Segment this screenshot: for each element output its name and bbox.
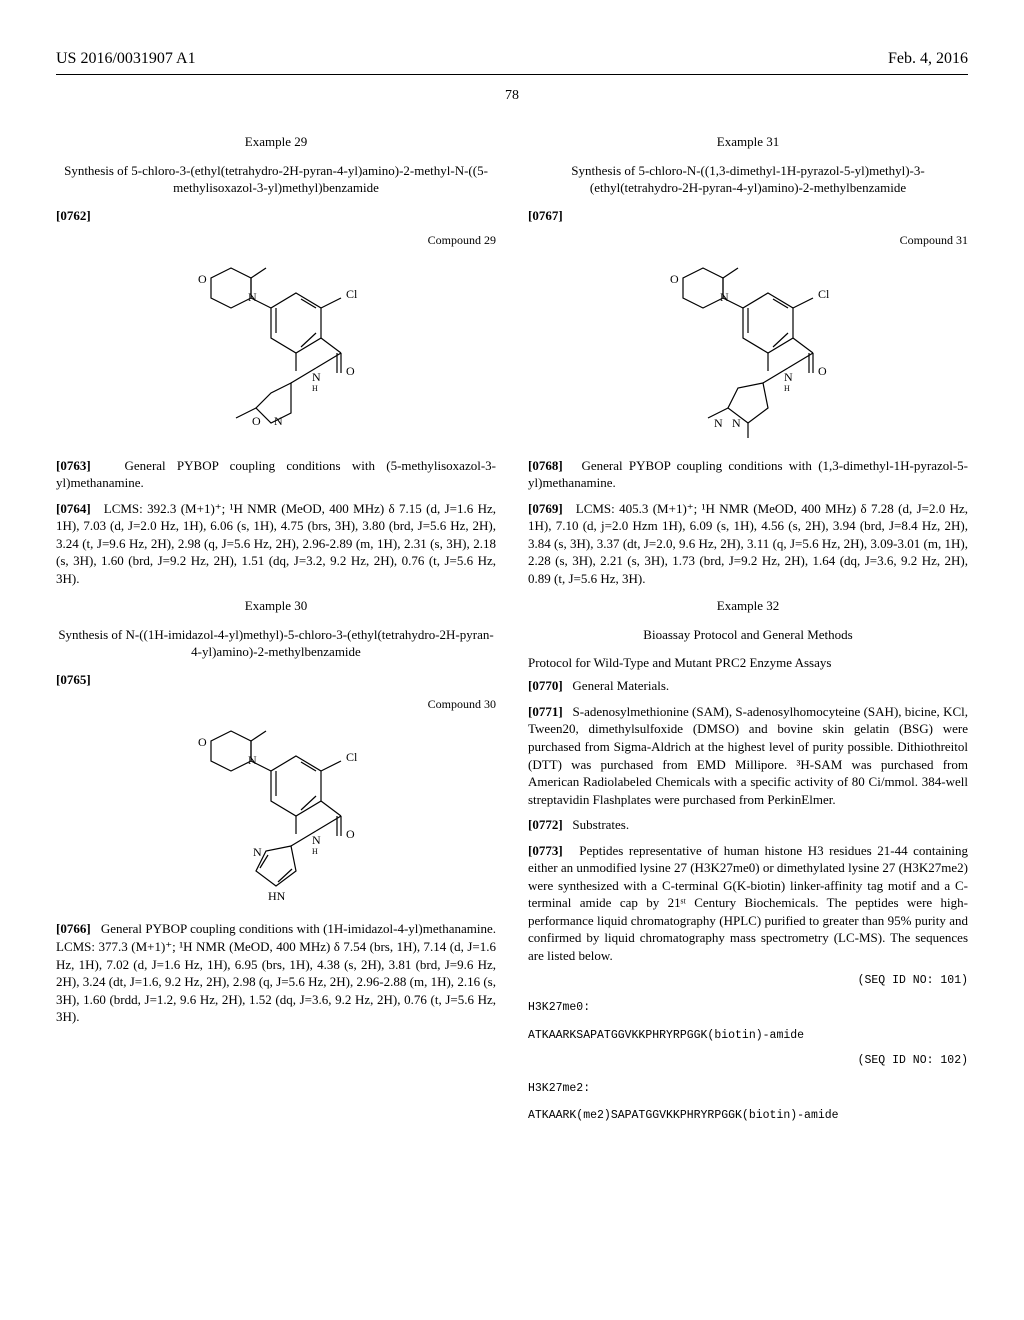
para-0764-text: LCMS: 392.3 (M+1)⁺; ¹H NMR (MeOD, 400 MH… bbox=[56, 501, 496, 586]
para-0763: [0763] General PYBOP coupling conditions… bbox=[56, 457, 496, 492]
two-column-layout: Example 29 Synthesis of 5-chloro-3-(ethy… bbox=[56, 123, 968, 1123]
compound-30-label: Compound 30 bbox=[56, 696, 496, 712]
para-0765: [0765] bbox=[56, 671, 496, 689]
para-0767: [0767] bbox=[528, 207, 968, 225]
para-0769-num: [0769] bbox=[528, 501, 563, 516]
example-30-synthesis: Synthesis of N-((1H-imidazol-4-yl)methyl… bbox=[56, 627, 496, 661]
svg-text:N: N bbox=[784, 370, 793, 384]
para-0770: [0770] General Materials. bbox=[528, 677, 968, 695]
svg-text:HN: HN bbox=[268, 889, 286, 903]
left-column: Example 29 Synthesis of 5-chloro-3-(ethy… bbox=[56, 123, 496, 1123]
example-32-title: Example 32 bbox=[528, 597, 968, 615]
svg-text:H: H bbox=[312, 847, 318, 856]
svg-text:O: O bbox=[198, 272, 207, 286]
para-0768: [0768] General PYBOP coupling conditions… bbox=[528, 457, 968, 492]
seq-102-seq: ATKAARK(me2)SAPATGGVKKPHRYRPGGK(biotin)-… bbox=[528, 1108, 968, 1124]
compound-30-structure: Cl O N N H O N HN bbox=[156, 716, 396, 906]
svg-text:O: O bbox=[346, 364, 355, 378]
para-0770-num: [0770] bbox=[528, 678, 563, 693]
para-0766-num: [0766] bbox=[56, 921, 91, 936]
para-0772: [0772] Substrates. bbox=[528, 816, 968, 834]
svg-text:O: O bbox=[818, 364, 827, 378]
svg-text:N: N bbox=[274, 414, 283, 428]
svg-text:N: N bbox=[248, 290, 257, 304]
example-30-title: Example 30 bbox=[56, 597, 496, 615]
example-29-title: Example 29 bbox=[56, 133, 496, 151]
svg-text:N: N bbox=[253, 845, 262, 859]
svg-text:O: O bbox=[670, 272, 679, 286]
svg-text:Cl: Cl bbox=[346, 287, 358, 301]
svg-text:O: O bbox=[198, 735, 207, 749]
patent-date: Feb. 4, 2016 bbox=[888, 48, 968, 70]
para-0763-num: [0763] bbox=[56, 458, 91, 473]
para-0771-text: S-adenosylmethionine (SAM), S-adenosylho… bbox=[528, 704, 968, 807]
svg-text:O: O bbox=[252, 414, 261, 428]
svg-text:Cl: Cl bbox=[818, 287, 830, 301]
svg-text:H: H bbox=[312, 384, 318, 393]
seq-102-id: (SEQ ID NO: 102) bbox=[528, 1053, 968, 1069]
para-0766: [0766] General PYBOP coupling conditions… bbox=[56, 920, 496, 1025]
seq-101-id: (SEQ ID NO: 101) bbox=[528, 973, 968, 989]
example-32-subtitle: Bioassay Protocol and General Methods bbox=[528, 627, 968, 644]
seq-101-seq: ATKAARKSAPATGGVKKPHRYRPGGK(biotin)-amide bbox=[528, 1028, 968, 1044]
compound-31-label: Compound 31 bbox=[528, 232, 968, 248]
para-0771-num: [0771] bbox=[528, 704, 563, 719]
svg-text:N: N bbox=[248, 753, 257, 767]
para-0770-text: General Materials. bbox=[572, 678, 669, 693]
svg-text:N: N bbox=[312, 833, 321, 847]
svg-text:H: H bbox=[784, 384, 790, 393]
seq-101-name: H3K27me0: bbox=[528, 1000, 968, 1016]
header-rule bbox=[56, 74, 968, 75]
para-0772-text: Substrates. bbox=[572, 817, 629, 832]
right-column: Example 31 Synthesis of 5-chloro-N-((1,3… bbox=[528, 123, 968, 1123]
compound-29-structure: Cl O N N H O O N bbox=[156, 253, 396, 443]
example-31-synthesis: Synthesis of 5-chloro-N-((1,3-dimethyl-1… bbox=[528, 163, 968, 197]
compound-31-structure: Cl O N N H O N N bbox=[628, 253, 868, 443]
protocol-heading: Protocol for Wild-Type and Mutant PRC2 E… bbox=[528, 654, 968, 672]
svg-text:N: N bbox=[720, 290, 729, 304]
compound-29-label: Compound 29 bbox=[56, 232, 496, 248]
para-0764-num: [0764] bbox=[56, 501, 91, 516]
para-0773-num: [0773] bbox=[528, 843, 563, 858]
para-0764: [0764] LCMS: 392.3 (M+1)⁺; ¹H NMR (MeOD,… bbox=[56, 500, 496, 588]
patent-number: US 2016/0031907 A1 bbox=[56, 48, 196, 70]
para-0768-text: General PYBOP coupling conditions with (… bbox=[528, 458, 968, 491]
para-0766-text: General PYBOP coupling conditions with (… bbox=[56, 921, 496, 1024]
para-0769: [0769] LCMS: 405.3 (M+1)⁺; ¹H NMR (MeOD,… bbox=[528, 500, 968, 588]
svg-text:O: O bbox=[346, 827, 355, 841]
seq-102-name: H3K27me2: bbox=[528, 1081, 968, 1097]
svg-text:N: N bbox=[312, 370, 321, 384]
page-header: US 2016/0031907 A1 Feb. 4, 2016 bbox=[56, 48, 968, 70]
para-0765-num: [0765] bbox=[56, 672, 91, 687]
para-0769-text: LCMS: 405.3 (M+1)⁺; ¹H NMR (MeOD, 400 MH… bbox=[528, 501, 968, 586]
example-31-title: Example 31 bbox=[528, 133, 968, 151]
para-0767-num: [0767] bbox=[528, 208, 563, 223]
para-0773: [0773] Peptides representative of human … bbox=[528, 842, 968, 965]
para-0762-num: [0762] bbox=[56, 208, 91, 223]
para-0772-num: [0772] bbox=[528, 817, 563, 832]
svg-text:Cl: Cl bbox=[346, 750, 358, 764]
para-0771: [0771] S-adenosylmethionine (SAM), S-ade… bbox=[528, 703, 968, 808]
page-number: 78 bbox=[56, 87, 968, 106]
svg-text:N: N bbox=[732, 416, 741, 430]
example-29-synthesis: Synthesis of 5-chloro-3-(ethyl(tetrahydr… bbox=[56, 163, 496, 197]
para-0768-num: [0768] bbox=[528, 458, 563, 473]
para-0773-text: Peptides representative of human histone… bbox=[528, 843, 968, 963]
svg-text:N: N bbox=[714, 416, 723, 430]
para-0763-text: General PYBOP coupling conditions with (… bbox=[56, 458, 496, 491]
para-0762: [0762] bbox=[56, 207, 496, 225]
